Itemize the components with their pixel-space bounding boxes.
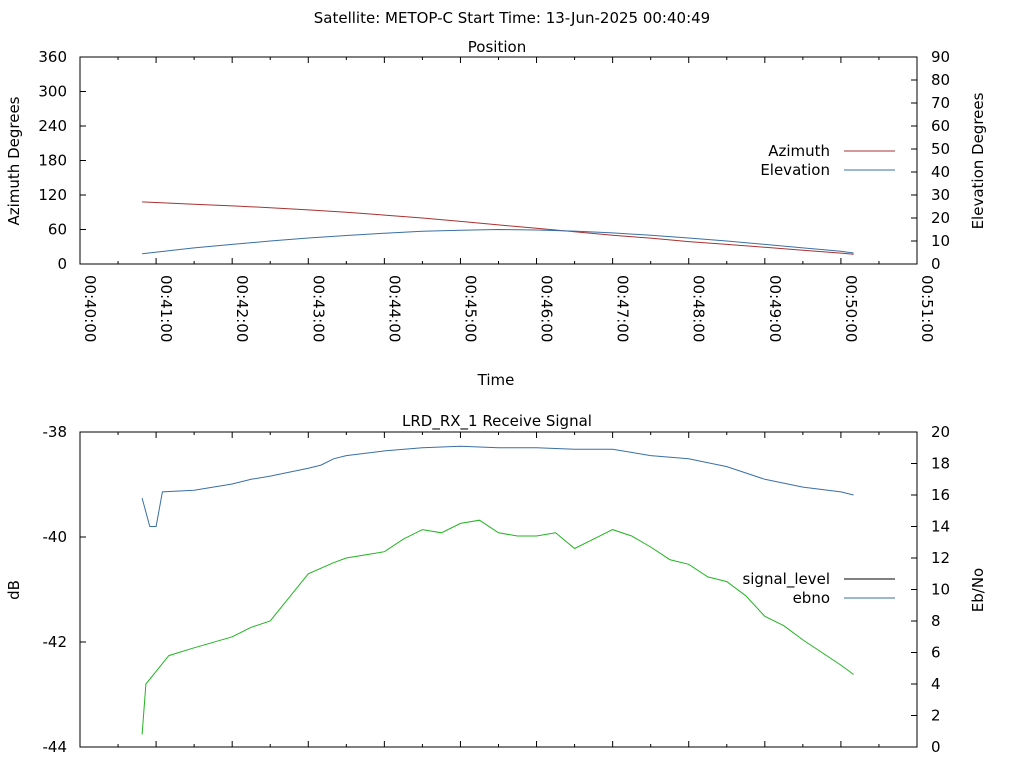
receive-signal-y2-tick-label: 18 xyxy=(931,455,950,473)
position-x-tick-label: 00:50:00 xyxy=(842,275,860,342)
position-series-azimuth-line xyxy=(142,201,854,255)
position-x-tick-label: 00:47:00 xyxy=(614,275,632,342)
position-y-tick-label: 120 xyxy=(38,186,67,204)
receive-signal-y2-axis-label: Eb/No xyxy=(969,568,987,612)
position-x-tick-label: 00:44:00 xyxy=(385,275,403,342)
position-y2-tick-label: 0 xyxy=(931,255,941,273)
position-y2-tick-label: 50 xyxy=(931,140,950,158)
position-x-axis-label: Time xyxy=(477,371,515,389)
legend-label-signal-level: signal_level xyxy=(742,570,830,589)
receive-signal-legend: signal_level ebno xyxy=(742,570,895,607)
receive-signal-series-2-line xyxy=(141,519,854,735)
position-y-tick-label: 0 xyxy=(57,255,67,273)
position-y-tick-label: 180 xyxy=(38,152,67,170)
position-y2-tick-label: 60 xyxy=(931,117,950,135)
position-y-tick-label: 240 xyxy=(38,117,67,135)
receive-signal-y-tick-label: -40 xyxy=(43,528,68,546)
position-x-tick-label: 00:51:00 xyxy=(918,275,936,342)
receive-signal-y2-tick-label: 8 xyxy=(931,612,941,630)
receive-signal-y2-tick-label: 12 xyxy=(931,549,950,567)
position-y2-tick-label: 80 xyxy=(931,71,950,89)
legend-label-elevation: Elevation xyxy=(760,161,830,179)
position-x-tick-label: 00:41:00 xyxy=(157,275,175,342)
position-y-tick-label: 300 xyxy=(38,83,67,101)
receive-signal-chart: LRD_RX_1 Receive Signal -44 -42 -40 -38 0 2 4 6… xyxy=(5,412,987,756)
receive-signal-y2-tick-label: 2 xyxy=(931,707,941,725)
receive-signal-y2-tick-label: 0 xyxy=(931,738,941,756)
position-x-tick-label: 00:40:00 xyxy=(81,275,99,342)
figure-title: Satellite: METOP-C Start Time: 13-Jun-20… xyxy=(314,9,710,27)
receive-signal-y2-tick-label: 10 xyxy=(931,581,950,599)
position-legend: Azimuth Elevation xyxy=(760,142,895,179)
receive-signal-y2-tick-label: 4 xyxy=(931,675,941,693)
position-chart: Position 00:40:00 00:41:00 00:42:00 00:43:0… xyxy=(5,38,987,389)
position-y-tick-label: 360 xyxy=(38,48,67,66)
receive-signal-y2-tick-label: 20 xyxy=(931,423,950,441)
position-x-tick-label: 00:45:00 xyxy=(461,275,479,342)
position-y2-tick-label: 90 xyxy=(931,48,950,66)
receive-signal-y-tick-label: -42 xyxy=(43,633,68,651)
position-x-tick-label: 00:43:00 xyxy=(309,275,327,342)
position-y2-tick-label: 30 xyxy=(931,186,950,204)
position-y2-tick-label: 70 xyxy=(931,94,950,112)
receive-signal-plot-frame xyxy=(79,431,918,748)
receive-signal-y2-tick-label: 16 xyxy=(931,486,950,504)
position-y2-axis-label: Elevation Degrees xyxy=(969,92,987,229)
position-y2-tick-label: 10 xyxy=(931,232,950,250)
position-x-tick-label: 00:42:00 xyxy=(233,275,251,342)
receive-signal-ebno-line xyxy=(141,445,854,527)
position-y-tick-label: 60 xyxy=(48,221,67,239)
position-x-tick-label: 00:49:00 xyxy=(766,275,784,342)
position-y2-tick-label: 20 xyxy=(931,209,950,227)
receive-signal-y-tick-label: -38 xyxy=(43,423,68,441)
receive-signal-y2-tick-label: 14 xyxy=(931,518,950,536)
receive-signal-title: LRD_RX_1 Receive Signal xyxy=(402,412,592,431)
receive-signal-y-axis-label: dB xyxy=(5,580,23,600)
receive-signal-y-tick-label: -44 xyxy=(43,738,68,756)
position-series-elevation-line xyxy=(142,228,854,255)
position-y-axis-label: Azimuth Degrees xyxy=(5,96,23,225)
position-x-tick-label: 00:48:00 xyxy=(690,275,708,342)
position-title: Position xyxy=(468,38,526,56)
receive-signal-y2-tick-label: 6 xyxy=(931,644,941,662)
position-y2-tick-label: 40 xyxy=(931,163,950,181)
position-x-tick-label: 00:46:00 xyxy=(538,275,556,342)
legend-label-azimuth: Azimuth xyxy=(768,142,830,160)
legend-label-ebno: ebno xyxy=(793,589,830,607)
